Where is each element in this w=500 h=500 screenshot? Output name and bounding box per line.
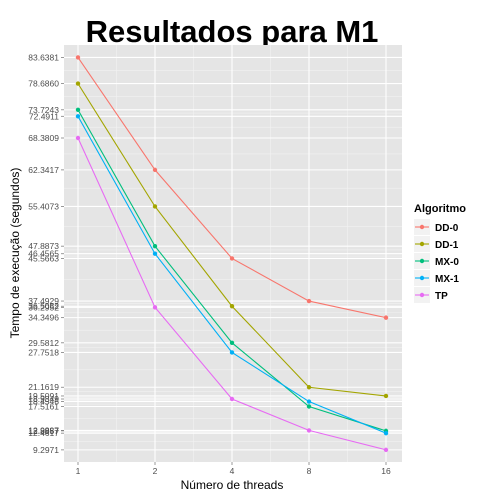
data-point-tp [152,305,158,310]
x-tick-label: 16 [381,466,391,476]
y-tick-label: 45.5663 [28,253,59,263]
y-tick-label: 18.4546 [28,397,59,407]
legend-item-dd-1: DD-1 [414,236,459,252]
series-tp [75,135,389,453]
chart-title: Resultados para M1 [86,14,379,49]
legend-label: MX-1 [435,274,459,285]
y-tick-label: 12.8957 [28,426,59,436]
data-point-dd-1 [383,393,389,399]
data-point-dd-1 [306,385,312,390]
data-point-dd-0 [383,315,389,320]
y-tick-label: 34.3496 [28,313,59,323]
y-tick-label: 78.6860 [28,79,59,89]
data-point-mx-1 [75,114,81,119]
y-tick-label: 83.6381 [28,52,59,62]
legend-label: MX-0 [435,257,459,268]
y-tick-label: 29.5812 [28,338,59,348]
data-point-dd-0 [229,256,235,261]
y-tick-label: 18.9349 [28,394,59,404]
legend-item-tp: TP [414,287,448,303]
y-tick-label: 37.4929 [28,296,59,306]
y-tick-label: 36.2952 [28,302,59,312]
y-tick-label: 73.7243 [28,105,59,115]
y-tick-label: 12.4617 [28,428,59,438]
y-tick-label: 62.3417 [28,165,59,175]
y-tick-label: 36.5082 [28,301,59,311]
series-dd-0 [75,55,389,320]
data-point-mx-0 [229,340,235,346]
x-tick-label: 1 [76,466,81,476]
legend-label: DD-0 [435,223,459,234]
y-axis-title: Tempo de execução (segundos) [8,168,22,339]
legend-label: DD-1 [435,240,459,251]
legend-key-point [419,292,425,298]
legend-key-point [419,275,425,281]
y-tick-label: 27.7518 [28,347,59,357]
series-dd-1 [75,81,389,399]
y-tick-label: 12.9887 [28,425,59,435]
y-tick-label: 46.4565 [28,249,59,259]
data-point-tp [229,396,235,402]
data-point-mx-1 [383,430,389,436]
legend-key-point [419,241,425,247]
data-point-dd-1 [152,204,158,209]
data-point-tp [75,135,81,141]
data-point-dd-0 [306,298,312,304]
legend-title: Algoritmo [414,203,466,215]
legend-key-point [419,224,425,230]
data-point-mx-0 [152,243,158,249]
y-tick-label: 55.4073 [28,201,59,211]
y-tick-label: 72.4911 [29,111,59,121]
x-tick-label: 8 [307,466,312,476]
y-tick-label: 47.8873 [28,241,59,251]
data-point-tp [383,447,389,453]
legend-item-mx-0: MX-0 [414,253,459,269]
legend: Algoritmo DD-0 DD-1 MX-0 MX-1 TP [414,203,466,303]
data-point-mx-1 [306,399,312,404]
data-point-mx-0 [75,107,81,112]
x-axis-title: Número de threads [181,478,284,492]
legend-key-point [419,258,425,264]
y-tick-label: 19.5091 [28,391,59,401]
x-tick-label: 4 [230,466,235,476]
data-point-mx-1 [229,350,235,355]
y-tick-label: 17.5161 [28,401,59,411]
y-tick-label: 9.2971 [33,445,59,455]
legend-item-dd-0: DD-0 [414,219,459,235]
y-tick-label: 68.3809 [28,133,59,143]
x-tick-label: 2 [153,466,158,476]
data-point-dd-1 [75,81,81,86]
series-mx-1 [75,114,389,436]
x-axis: 1 2 4 8 16 [76,462,391,476]
legend-label: TP [435,291,448,302]
data-point-tp [306,428,312,433]
data-point-dd-0 [152,167,158,173]
data-point-dd-0 [75,55,81,60]
series-layer [75,55,389,453]
y-tick-label: 21.1619 [28,382,59,392]
data-point-mx-1 [152,251,158,256]
data-point-mx-0 [306,404,312,409]
data-point-dd-1 [229,304,235,309]
legend-item-mx-1: MX-1 [414,270,459,286]
